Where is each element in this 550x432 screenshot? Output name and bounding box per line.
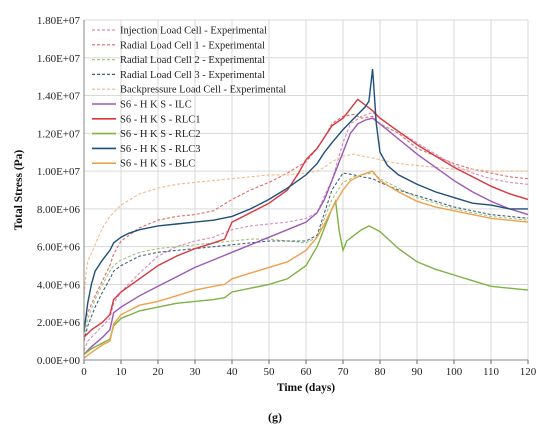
series-line-6 [83, 117, 529, 355]
x-tick-label: 70 [338, 366, 350, 378]
legend-label: Backpressure Load Cell - Experimental [120, 85, 286, 96]
y-tick-label: 0.00E+00 [37, 355, 81, 367]
legend-label: S6 - H K S - BLC [120, 159, 195, 170]
y-tick-label: 1.40E+07 [37, 91, 81, 103]
y-tick-label: 1.60E+07 [37, 53, 81, 65]
legend-label: Radial Load Cell 3 - Experimental [120, 70, 265, 81]
series-line-7 [83, 98, 529, 338]
x-tick-label: 40 [227, 366, 239, 378]
legend-label: S6 - H K S - RLC2 [120, 129, 201, 140]
series-line-10 [83, 170, 529, 359]
legend-label: Radial Load Cell 1 - Experimental [120, 40, 265, 51]
y-axis-title: Total Stress (Pa) [13, 150, 25, 231]
x-tick-label: 50 [264, 366, 276, 378]
x-axis-title: Time (days) [277, 382, 335, 394]
y-tick-label: 6.00E+06 [37, 242, 81, 254]
tick-labels: 0.00E+00 2.00E+06 4.00E+06 6.00E+06 8.00E+06… [37, 15, 537, 378]
y-tick-label: 1.80E+07 [37, 15, 81, 27]
legend-label: S6 - H K S - RLC3 [120, 144, 201, 155]
x-tick-label: 120 [520, 366, 537, 378]
legend-label: S6 - H K S - RLC1 [120, 114, 201, 125]
y-tick-label: 4.00E+06 [37, 279, 81, 291]
x-tick-label: 100 [446, 366, 463, 378]
y-tick-label: 2.00E+06 [37, 317, 81, 329]
series-layer [83, 69, 529, 359]
x-tick-label: 20 [153, 366, 165, 378]
y-tick-label: 8.00E+06 [37, 204, 81, 216]
x-tick-label: 30 [190, 366, 202, 378]
legend-label: S6 - H K S - ILC [120, 100, 192, 111]
axes [83, 20, 529, 364]
x-tick-label: 0 [81, 366, 87, 378]
series-line-3 [83, 172, 529, 338]
figure-caption: (g) [268, 410, 282, 424]
x-tick-label: 10 [116, 366, 128, 378]
x-tick-label: 90 [412, 366, 424, 378]
y-tick-label: 1.20E+07 [37, 128, 81, 140]
series-line-9 [83, 69, 528, 332]
y-tick-label: 1.00E+07 [37, 166, 81, 178]
series-line-8 [83, 198, 529, 355]
x-tick-label: 110 [483, 366, 500, 378]
x-tick-label: 60 [301, 366, 313, 378]
x-tick-label: 80 [375, 366, 387, 378]
series-line-2 [83, 113, 529, 327]
legend-label: Injection Load Cell - Experimental [120, 26, 267, 37]
legend: Injection Load Cell - Experimental Radial… [92, 26, 286, 170]
legend-label: Radial Load Cell 2 - Experimental [120, 55, 265, 66]
series-line-1 [83, 111, 529, 351]
